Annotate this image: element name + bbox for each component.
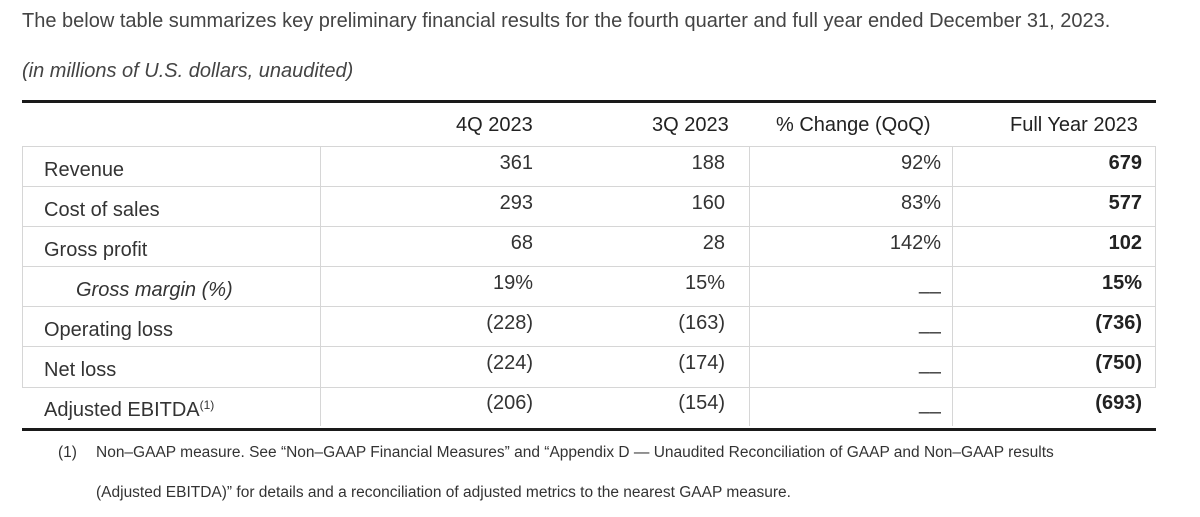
row-label: Gross profit — [44, 239, 148, 261]
value-full-year: 102 — [1108, 232, 1142, 254]
cell-border — [22, 187, 23, 227]
value-3q: 160 — [691, 192, 725, 214]
column-header-change-qoq: % Change (QoQ) — [776, 114, 931, 136]
cell-border — [952, 187, 953, 227]
cell-border — [320, 387, 321, 426]
table-top-rule — [22, 100, 1156, 103]
cell-border — [749, 347, 750, 387]
value-3q: 15% — [684, 272, 725, 294]
value-change: –– — [918, 361, 941, 383]
cell-border — [320, 227, 321, 267]
table-row-gross-profit: Gross profit 68 28 142% 102 — [22, 226, 1156, 267]
cell-border — [1155, 347, 1156, 387]
value-full-year: 15% — [1101, 272, 1142, 294]
value-change: 83% — [900, 192, 941, 214]
cell-border — [22, 267, 23, 307]
cell-border — [749, 147, 750, 187]
cell-border — [952, 227, 953, 267]
footnote-text-line-1: Non–GAAP measure. See “Non–GAAP Financia… — [96, 444, 1054, 461]
value-full-year: 577 — [1108, 192, 1142, 214]
cell-border — [320, 187, 321, 227]
cell-border — [952, 147, 953, 187]
column-header-3q-2023: 3Q 2023 — [652, 114, 729, 136]
value-4q: 361 — [499, 152, 533, 174]
row-label: Adjusted EBITDA(1) — [44, 397, 214, 437]
cell-border — [1155, 267, 1156, 307]
cell-border — [1155, 147, 1156, 187]
value-full-year: (750) — [1095, 352, 1142, 374]
footnote-reference: (1) — [199, 398, 215, 412]
value-change: –– — [918, 281, 941, 303]
row-label: Operating loss — [44, 319, 173, 341]
value-change: 142% — [889, 232, 941, 254]
value-3q: (174) — [678, 352, 725, 374]
cell-border — [1155, 307, 1156, 347]
value-3q: (163) — [678, 312, 725, 334]
row-label: Cost of sales — [44, 199, 160, 221]
value-change: –– — [918, 401, 941, 423]
value-4q: 293 — [499, 192, 533, 214]
table-bottom-rule — [22, 428, 1156, 431]
value-change: –– — [918, 321, 941, 343]
cell-border — [749, 307, 750, 347]
units-note: (in millions of U.S. dollars, unaudited) — [22, 60, 354, 82]
table-row-cost-of-sales: Cost of sales 293 160 83% 577 — [22, 186, 1156, 227]
value-full-year: 679 — [1108, 152, 1142, 174]
row-label: Net loss — [44, 359, 117, 381]
table-row-gross-margin: Gross margin (%) 19% 15% –– 15% — [22, 266, 1156, 307]
row-label: Revenue — [44, 159, 125, 181]
cell-border — [320, 307, 321, 347]
row-label-text: Adjusted EBITDA — [44, 399, 200, 421]
column-header-full-year-2023: Full Year 2023 — [1010, 114, 1138, 136]
value-4q: (206) — [486, 392, 533, 414]
cell-border — [22, 227, 23, 267]
cell-border — [320, 267, 321, 307]
cell-border — [749, 387, 750, 426]
cell-border — [22, 347, 23, 387]
value-full-year: (736) — [1095, 312, 1142, 334]
table-row-adjusted-ebitda: Adjusted EBITDA(1) (206) (154) –– (693) — [22, 387, 1156, 427]
cell-border — [749, 187, 750, 227]
cell-border — [749, 227, 750, 267]
cell-border — [22, 307, 23, 347]
row-label: Gross margin (%) — [76, 279, 233, 301]
cell-border — [952, 267, 953, 307]
value-4q: 19% — [492, 272, 533, 294]
column-header-4q-2023: 4Q 2023 — [456, 114, 533, 136]
value-4q: (224) — [486, 352, 533, 374]
cell-border — [22, 147, 23, 187]
cell-border — [1155, 227, 1156, 267]
cell-border — [320, 347, 321, 387]
value-3q: 28 — [702, 232, 725, 254]
cell-border — [320, 147, 321, 187]
footnote-text-line-2: (Adjusted EBITDA)” for details and a rec… — [96, 484, 791, 501]
value-3q: 188 — [691, 152, 725, 174]
value-change: 92% — [900, 152, 941, 174]
value-4q: 68 — [510, 232, 533, 254]
footnote-marker: (1) — [58, 444, 77, 461]
value-full-year: (693) — [1095, 392, 1142, 414]
intro-text: The below table summarizes key prelimina… — [22, 10, 1111, 32]
value-4q: (228) — [486, 312, 533, 334]
cell-border — [952, 307, 953, 347]
table-row-revenue: Revenue 361 188 92% 679 — [22, 146, 1156, 187]
cell-border — [749, 267, 750, 307]
cell-border — [952, 387, 953, 426]
table-row-net-loss: Net loss (224) (174) –– (750) — [22, 346, 1156, 388]
table-row-operating-loss: Operating loss (228) (163) –– (736) — [22, 306, 1156, 347]
cell-border — [952, 347, 953, 387]
value-3q: (154) — [678, 392, 725, 414]
cell-border — [1155, 187, 1156, 227]
